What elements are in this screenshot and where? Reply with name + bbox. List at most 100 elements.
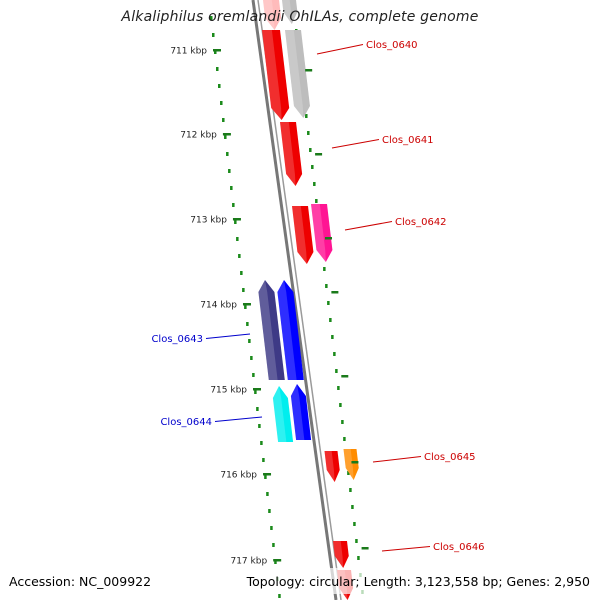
ruler-label: 714 kbp [200, 301, 237, 311]
feature-clos-0643 [277, 280, 304, 380]
ruler-dot-right [331, 335, 334, 339]
ruler-tick [263, 473, 272, 476]
ruler-tick [232, 218, 241, 221]
feature-clos-0640-left-shade [262, 30, 282, 120]
ruler-label: 715 kbp [210, 386, 247, 396]
ruler-dot-left [222, 118, 225, 122]
feature-clos-0641-body [280, 122, 303, 186]
gene-leader-line [381, 546, 431, 552]
feature-clos-0640-left [262, 30, 290, 120]
ruler-dot-right [335, 369, 338, 373]
feature-clos-0646-body [333, 541, 349, 568]
ruler-dot-right [357, 556, 360, 560]
ruler-dot-right [333, 352, 336, 356]
ruler-tick [253, 388, 262, 391]
feature-clos-0644-a-shade [272, 386, 287, 442]
gene-label: Clos_0645 [424, 452, 476, 463]
ruler-label: 711 kbp [170, 47, 207, 57]
feature-clos-0645-a-body [324, 451, 340, 482]
feature-clos-0645-body [343, 449, 359, 480]
ruler-dot-left [254, 390, 257, 394]
gene-leader-line [316, 44, 364, 55]
ruler-dot-left [220, 101, 223, 105]
ruler-dot-right [343, 437, 346, 441]
gene-leader-line [331, 139, 380, 149]
ruler-tick [273, 559, 282, 562]
ruler-tick-right [341, 375, 349, 378]
gene-leader-line [344, 221, 393, 231]
feature-clos-0640-left-body [262, 30, 290, 120]
ruler-tick-right [305, 69, 313, 72]
feature-clos-0644-a [272, 386, 294, 442]
ruler-dot-right [339, 403, 342, 407]
footer-bar [0, 568, 600, 594]
feature-clos-0643-a-shade [258, 280, 278, 380]
ruler-tick-right [361, 547, 369, 550]
ruler-dot-left [218, 84, 221, 88]
gene-label: Clos_0643 [151, 334, 203, 345]
features [258, 0, 359, 600]
feature-clos-0643-shade [277, 280, 297, 380]
ruler-label: 716 kbp [220, 471, 257, 481]
ruler-dot-right [323, 267, 326, 271]
ruler-dot-left [270, 526, 273, 530]
ruler-dot-left [252, 373, 255, 377]
ruler-dot-left [240, 271, 243, 275]
ruler-dot-left [236, 237, 239, 241]
feature-clos-0645-shade [343, 449, 354, 480]
feature-clos-0642 [311, 204, 333, 262]
ruler-tick [222, 133, 231, 136]
feature-clos-0643-body [277, 280, 304, 380]
gene-leader-line [372, 456, 422, 463]
feature-clos-0643-a-body [258, 280, 285, 380]
ruler-label: 712 kbp [180, 131, 217, 141]
ruler-dot-right [307, 131, 310, 135]
ruler-dot-right [337, 386, 340, 390]
feature-clos-0640-body [285, 30, 310, 118]
ruler-dot-left [210, 16, 213, 20]
feature-clos-0645-a [324, 451, 340, 482]
ruler-tick-right [315, 153, 323, 156]
accession-label: Accession: NC_009922 [9, 574, 152, 589]
feature-clos-0640-shade [285, 30, 304, 118]
ruler-dot-left [228, 169, 231, 173]
ruler-dot-left [278, 594, 281, 598]
feature-clos-0644 [290, 384, 312, 440]
gene-label: Clos_0642 [395, 217, 447, 228]
ruler-dot-left [268, 509, 271, 513]
feature-clos-0644-a-body [272, 386, 294, 442]
gene-labels: 711 kbp 712 kbp 713 kbp 714 kbp 715 kbp 716 k… [151, 40, 484, 567]
ruler-dot-right [341, 420, 344, 424]
ruler-dot-left [244, 305, 247, 309]
feature-top-pink-body [263, 0, 282, 30]
backbone-line [251, 0, 338, 600]
ruler-tick-right [351, 461, 359, 464]
ruler-dot-left [232, 203, 235, 207]
ruler-label: 713 kbp [190, 216, 227, 226]
feature-clos-0641-shade [280, 122, 296, 186]
ruler-dot-left [224, 135, 227, 139]
ruler-dot-left [248, 339, 251, 343]
ruler-dot-left [256, 407, 259, 411]
feature-clos-0641 [280, 122, 303, 186]
feature-clos-0643-a [258, 280, 285, 380]
ruler-dot-left [216, 67, 219, 71]
ruler-dot-left [262, 458, 265, 462]
gene-label: Clos_0646 [433, 542, 485, 553]
ruler-dot-left [260, 441, 263, 445]
ruler-dot-left [230, 186, 233, 190]
gene-label: Clos_0641 [382, 135, 434, 146]
ruler-dot-right [309, 148, 312, 152]
feature-clos-0645-a-shade [324, 451, 335, 482]
feature-clos-0642-a-body [292, 206, 314, 264]
map-title: Alkaliphilus oremlandii OhILAs, complete… [121, 9, 479, 25]
ruler-dot-left [226, 152, 229, 156]
gene-leader-line [214, 416, 263, 422]
feature-top-gray [282, 0, 298, 24]
ruler-dot-left [238, 254, 241, 258]
ruler-dot-left [274, 560, 277, 564]
ruler-tick-right [325, 237, 333, 240]
ruler-dot-left [234, 220, 237, 224]
ruler-dot-right [351, 505, 354, 509]
